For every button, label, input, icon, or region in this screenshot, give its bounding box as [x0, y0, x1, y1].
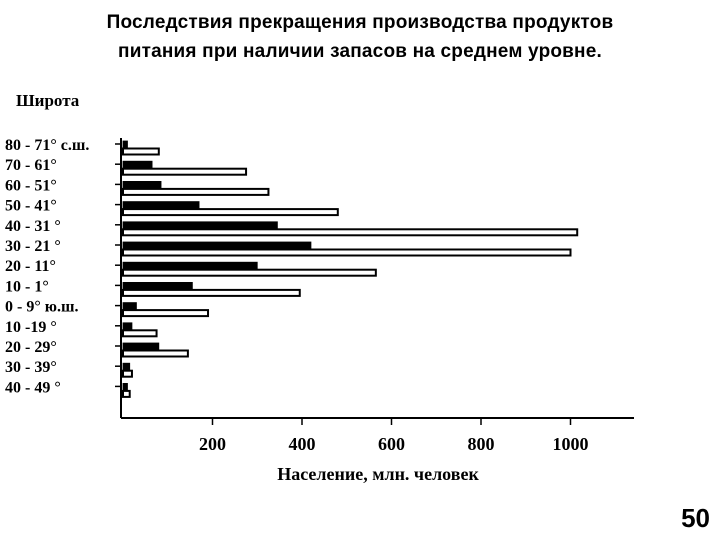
bar-outline-1	[122, 167, 248, 176]
y-ticks-group: 80 - 71° с.ш. 70 - 61° 60 - 51° 50 - 41° 40 …	[5, 137, 121, 396]
y-tick-label-2: 60 - 51°	[5, 177, 57, 194]
y-tick-label-7: 10 - 1°	[5, 278, 49, 295]
title-line-1: Последствия прекращения производства про…	[106, 12, 614, 33]
bar-filled-3	[122, 201, 200, 210]
bar-filled-6	[122, 261, 258, 270]
bar-outline-7	[122, 288, 301, 297]
x-tick-label-4: 1000	[553, 434, 589, 454]
bar-filled-2	[122, 180, 162, 189]
bar-outline-9	[122, 329, 158, 338]
bar-outline-11	[122, 369, 133, 378]
bar-filled-7	[122, 281, 193, 290]
bar-filled-10	[122, 342, 160, 351]
slide-title: Последствия прекращения производства про…	[0, 8, 720, 66]
x-tick-label-3: 800	[468, 434, 495, 454]
y-tick-label-6: 20 - 11°	[5, 258, 56, 275]
x-tick-label-1: 400	[289, 434, 316, 454]
bar-outline-6	[122, 268, 377, 277]
bar-outline-5	[122, 248, 572, 257]
y-tick-label-8: 0 - 9° ю.ш.	[5, 299, 78, 316]
bar-filled-9	[122, 322, 133, 331]
x-ticks-group: 200 400 600 800 1000	[199, 418, 589, 454]
x-tick-label-2: 600	[378, 434, 405, 454]
x-tick-label-0: 200	[199, 434, 226, 454]
y-axis-label: Широта	[16, 91, 80, 110]
bar-filled-8	[122, 302, 137, 311]
y-tick-label-4: 40 - 31 °	[5, 218, 61, 235]
y-tick-label-5: 30 - 21 °	[5, 238, 61, 255]
y-tick-label-0: 80 - 71° с.ш.	[5, 137, 89, 154]
y-tick-label-9: 10 -19 °	[5, 319, 57, 336]
bar-filled-1	[122, 160, 153, 169]
bar-filled-4	[122, 221, 278, 230]
x-axis-label: Население, млн. человек	[277, 464, 479, 484]
bar-filled-11	[122, 362, 131, 371]
bar-outline-4	[122, 228, 579, 237]
bar-outline-12	[122, 389, 131, 398]
bar-outline-10	[122, 349, 189, 358]
bar-outline-8	[122, 309, 210, 318]
bar-filled-5	[122, 241, 312, 250]
slide-number: 50	[681, 503, 710, 533]
bar-filled-12	[122, 382, 128, 391]
title-line-2: питания при наличии запасов на среднем у…	[118, 41, 602, 62]
y-tick-label-1: 70 - 61°	[5, 157, 57, 174]
bar-filled-0	[122, 140, 128, 149]
y-tick-label-11: 30 - 39°	[5, 359, 57, 376]
y-tick-label-12: 40 - 49 °	[5, 379, 61, 396]
y-tick-label-3: 50 - 41°	[5, 198, 57, 215]
bar-outline-3	[122, 208, 339, 217]
bar-outline-2	[122, 187, 270, 196]
bar-outline-0	[122, 147, 160, 156]
bars-group	[122, 140, 579, 398]
y-tick-label-10: 20 - 29°	[5, 339, 57, 356]
